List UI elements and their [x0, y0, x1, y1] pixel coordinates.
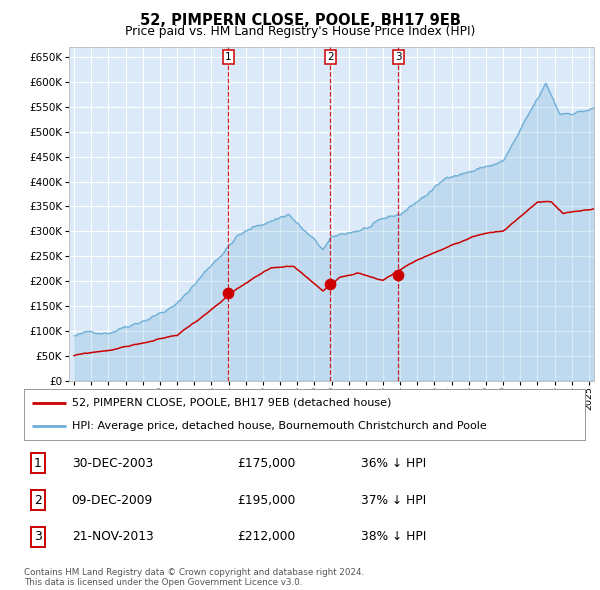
Text: 36% ↓ HPI: 36% ↓ HPI [361, 457, 426, 470]
Text: 1: 1 [225, 52, 232, 62]
Point [394, 270, 403, 280]
Text: 52, PIMPERN CLOSE, POOLE, BH17 9EB: 52, PIMPERN CLOSE, POOLE, BH17 9EB [140, 13, 460, 28]
Text: £175,000: £175,000 [237, 457, 296, 470]
Point [326, 279, 335, 289]
Text: 3: 3 [34, 530, 42, 543]
Text: 09-DEC-2009: 09-DEC-2009 [71, 493, 153, 507]
Text: This data is licensed under the Open Government Licence v3.0.: This data is licensed under the Open Gov… [24, 578, 302, 587]
Text: HPI: Average price, detached house, Bournemouth Christchurch and Poole: HPI: Average price, detached house, Bour… [71, 421, 487, 431]
Text: 2: 2 [34, 493, 42, 507]
Text: Price paid vs. HM Land Registry's House Price Index (HPI): Price paid vs. HM Land Registry's House … [125, 25, 475, 38]
Text: £195,000: £195,000 [237, 493, 296, 507]
Text: 1: 1 [34, 457, 42, 470]
Text: 30-DEC-2003: 30-DEC-2003 [71, 457, 153, 470]
Text: 37% ↓ HPI: 37% ↓ HPI [361, 493, 426, 507]
Text: 21-NOV-2013: 21-NOV-2013 [71, 530, 154, 543]
Text: 52, PIMPERN CLOSE, POOLE, BH17 9EB (detached house): 52, PIMPERN CLOSE, POOLE, BH17 9EB (deta… [71, 398, 391, 408]
Point [224, 289, 233, 298]
Text: 38% ↓ HPI: 38% ↓ HPI [361, 530, 426, 543]
Text: 2: 2 [327, 52, 334, 62]
Text: Contains HM Land Registry data © Crown copyright and database right 2024.: Contains HM Land Registry data © Crown c… [24, 568, 364, 576]
Text: 3: 3 [395, 52, 402, 62]
Text: £212,000: £212,000 [237, 530, 295, 543]
